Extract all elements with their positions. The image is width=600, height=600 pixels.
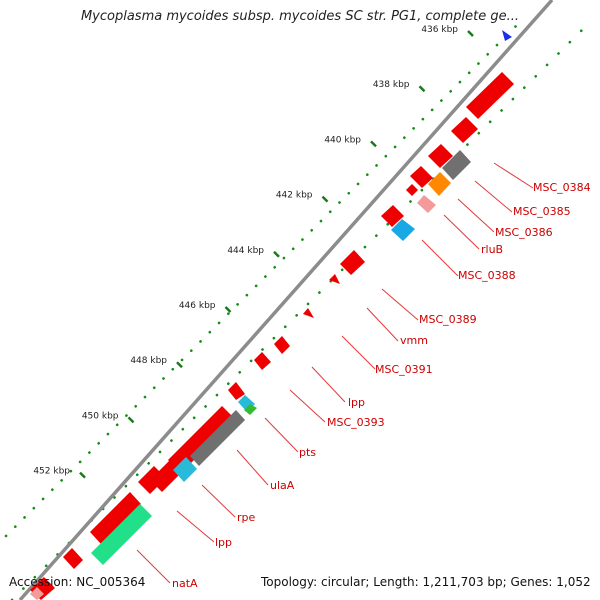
cds-feature (406, 184, 418, 196)
gene-label: MSC_0393 (327, 416, 385, 429)
gene-label: lpp (215, 536, 232, 549)
tick-marks: 436 kbp 438 kbp 440 kbp 442 kbp 444 kbp 446 k… (33, 25, 474, 479)
cds-feature (274, 336, 290, 354)
outer-strand-features (30, 72, 514, 600)
tick-mark (224, 306, 232, 313)
gene-label: MSC_0384 (533, 181, 591, 194)
cds-feature (303, 308, 314, 318)
tick-mark (79, 471, 86, 479)
cds-feature (329, 274, 340, 284)
tick-mark (127, 416, 135, 424)
cds-feature (244, 404, 257, 415)
cds-feature (173, 457, 197, 482)
outer-tick-track (4, 20, 522, 538)
tick-mark (321, 195, 329, 203)
tick-label: 438 kbp (373, 80, 410, 90)
gene-label: lpp (348, 396, 365, 409)
cds-feature (466, 72, 514, 119)
cds-feature (254, 352, 271, 370)
cds-feature (63, 548, 83, 569)
cds-feature (428, 172, 451, 196)
tick-mark (370, 140, 377, 148)
tick-mark (273, 250, 280, 258)
cds-feature (91, 504, 152, 565)
page-title: Mycoplasma mycoides subsp. mycoides SC s… (80, 9, 520, 24)
tick-label: 440 kbp (324, 135, 361, 145)
tick-label: 442 kbp (276, 191, 313, 201)
genome-backbone (18, 0, 554, 600)
cds-feature (410, 166, 433, 188)
gene-label: rluB (481, 243, 503, 256)
tick-mark (418, 85, 426, 93)
cds-feature (391, 219, 415, 241)
gene-labels: MSC_0384 MSC_0385 MSC_0386 rluB MSC_0388… (172, 181, 591, 590)
tick-label: 446 kbp (179, 301, 216, 311)
cds-feature (451, 117, 478, 143)
cds-feature (228, 382, 245, 400)
gene-label: MSC_0385 (513, 205, 571, 218)
cds-feature (168, 406, 234, 472)
gene-label: MSC_0391 (375, 363, 433, 376)
strand-arrow-blue (502, 30, 512, 41)
cds-feature (442, 150, 471, 180)
tick-label: 436 kbp (421, 25, 458, 35)
gene-label: ulaA (270, 479, 295, 492)
cds-feature (30, 587, 44, 600)
gene-label: rpe (237, 511, 256, 524)
accession-label: Accession: NC_005364 (9, 575, 146, 589)
tick-label: 448 kbp (130, 356, 167, 366)
label-leader-lines (136, 162, 534, 584)
tick-label: 450 kbp (82, 411, 119, 421)
gene-label: MSC_0386 (495, 226, 553, 239)
tick-label: 444 kbp (227, 246, 264, 256)
gene-label: vmm (400, 334, 428, 347)
gene-label: pts (299, 446, 316, 459)
cds-feature (381, 205, 404, 227)
gene-label: natA (172, 577, 198, 590)
tick-mark (467, 30, 474, 37)
inner-strand-features (30, 150, 471, 600)
cds-feature (428, 144, 453, 168)
tick-label: 452 kbp (33, 467, 70, 477)
cds-feature (190, 410, 245, 466)
cds-feature (417, 195, 436, 213)
genome-summary: Topology: circular; Length: 1,211,703 bp… (261, 575, 591, 589)
gene-label: MSC_0388 (458, 269, 516, 282)
cds-feature (90, 492, 141, 544)
gene-label: MSC_0389 (419, 313, 477, 326)
cds-feature (138, 466, 166, 494)
cds-feature (340, 250, 365, 275)
tick-mark (176, 361, 183, 369)
inner-tick-track (10, 25, 587, 600)
